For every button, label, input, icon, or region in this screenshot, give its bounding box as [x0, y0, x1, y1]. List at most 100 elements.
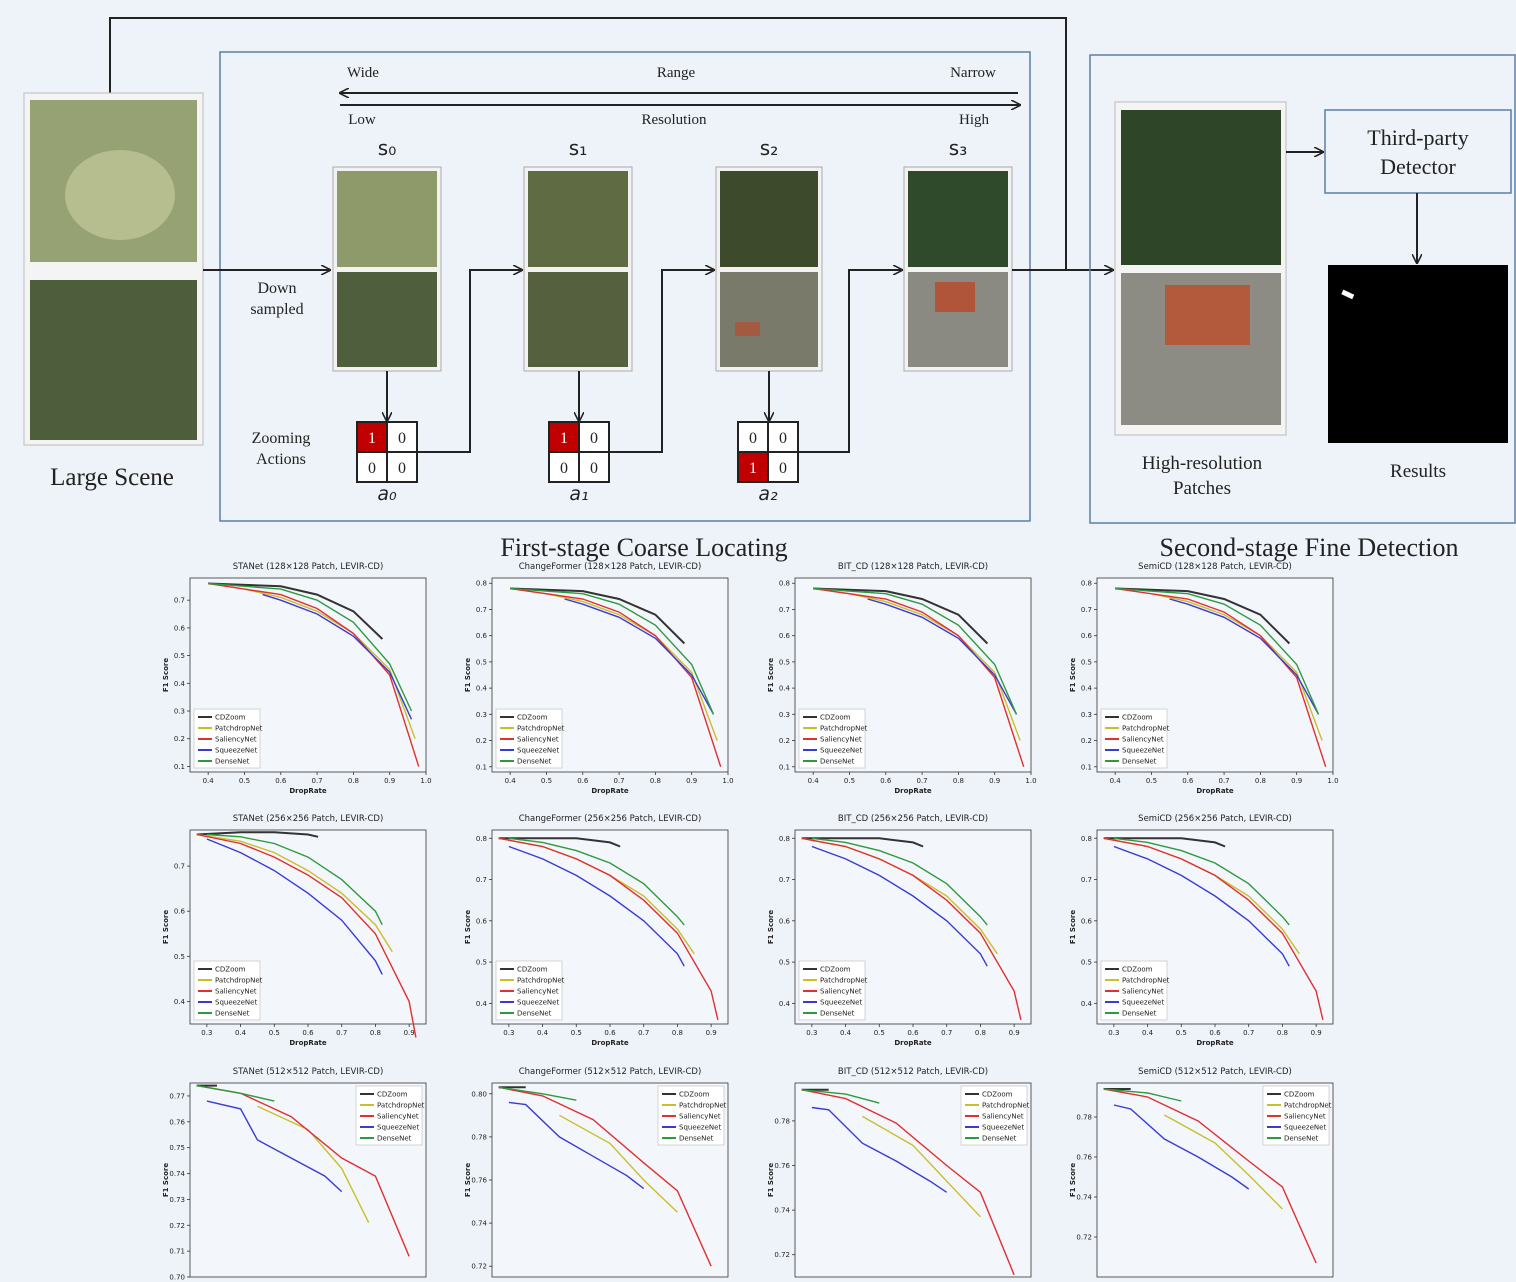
field: [65, 150, 175, 240]
legend-label: DenseNet: [679, 1135, 714, 1143]
y-tick-label: 0.8: [476, 580, 487, 588]
legend-label: CDZoom: [517, 966, 548, 974]
large-scene-label: Large Scene: [50, 464, 174, 491]
legend-label: DenseNet: [982, 1135, 1017, 1143]
page: Large Scene Wide Range Narrow Low Resolu…: [0, 0, 1516, 1282]
y-tick-label: 0.76: [1076, 1154, 1092, 1162]
legend-label: SaliencyNet: [679, 1113, 721, 1121]
diagram: Large Scene Wide Range Narrow Low Resolu…: [24, 18, 1515, 562]
legend-label: PatchdropNet: [820, 725, 868, 733]
action-cell: 0: [779, 460, 787, 477]
legend-label: CDZoom: [1122, 714, 1153, 722]
y-tick-label: 0.7: [1081, 876, 1092, 884]
y-tick-label: 0.74: [471, 1220, 487, 1228]
state-s1: [524, 167, 632, 371]
legend-label: DenseNet: [517, 758, 552, 766]
x-tick-label: 0.3: [806, 1029, 817, 1037]
x-tick-label: 0.5: [239, 777, 250, 785]
y-tick-label: 0.5: [476, 658, 487, 666]
line-chart: BIT_CD (128×128 Patch, LEVIR-CD)0.10.20.…: [767, 562, 1037, 795]
legend-label: CDZoom: [820, 966, 851, 974]
action-cell: 1: [368, 430, 376, 447]
y-tick-label: 0.74: [774, 1207, 790, 1215]
x-tick-label: 0.3: [201, 1029, 212, 1037]
legend-label: PatchdropNet: [517, 725, 565, 733]
legend-label: SaliencyNet: [215, 736, 257, 744]
x-axis-label: DropRate: [591, 787, 629, 795]
state-label: s₃: [949, 136, 967, 160]
chart-title: SemiCD (512×512 Patch, LEVIR-CD): [1138, 1067, 1292, 1077]
y-tick-label: 0.2: [1081, 737, 1092, 745]
chart-title: ChangeFormer (128×128 Patch, LEVIR-CD): [519, 562, 702, 572]
legend-label: PatchdropNet: [1122, 977, 1170, 985]
x-tick-label: 1.0: [420, 777, 431, 785]
x-tick-label: 0.7: [917, 777, 928, 785]
y-tick-label: 0.7: [779, 606, 790, 614]
x-tick-label: 0.4: [808, 777, 820, 785]
patches-label: Patches: [1173, 478, 1231, 499]
y-tick-label: 0.3: [174, 708, 185, 716]
y-tick-label: 0.4: [476, 1000, 488, 1008]
zooming-label: Actions: [256, 451, 306, 468]
y-tick-label: 0.8: [1081, 835, 1092, 843]
down-sampled-label: sampled: [250, 301, 303, 318]
y-tick-label: 0.8: [779, 835, 790, 843]
range-label: Wide: [347, 65, 379, 81]
x-tick-label: 0.9: [686, 777, 697, 785]
legend-label: DenseNet: [215, 1010, 250, 1018]
legend-label: SqueezeNet: [820, 999, 862, 1007]
line-chart: SemiCD (128×128 Patch, LEVIR-CD)0.10.20.…: [1069, 562, 1339, 795]
legend-label: SqueezeNet: [517, 999, 559, 1007]
y-tick-label: 0.8: [779, 580, 790, 588]
line-chart: ChangeFormer (256×256 Patch, LEVIR-CD)0.…: [464, 814, 728, 1047]
y-tick-label: 0.5: [1081, 959, 1092, 967]
y-tick-label: 0.3: [1081, 711, 1092, 719]
legend-label: DenseNet: [1284, 1135, 1319, 1143]
chart-title: STANet (256×256 Patch, LEVIR-CD): [233, 814, 384, 824]
x-tick-label: 0.4: [1110, 777, 1122, 785]
action-cell: 0: [590, 460, 598, 477]
y-tick-label: 0.5: [476, 959, 487, 967]
legend-label: PatchdropNet: [1122, 725, 1170, 733]
y-tick-label: 0.78: [1076, 1114, 1092, 1122]
state-s0: [333, 167, 441, 371]
line-chart: SemiCD (512×512 Patch, LEVIR-CD)0.720.74…: [1069, 1067, 1333, 1277]
action-cell: 0: [368, 460, 376, 477]
chart-title: BIT_CD (256×256 Patch, LEVIR-CD): [838, 814, 988, 824]
line-chart: BIT_CD (256×256 Patch, LEVIR-CD)0.40.50.…: [767, 814, 1031, 1047]
y-tick-label: 0.4: [174, 680, 186, 688]
y-tick-label: 0.7: [174, 597, 185, 605]
x-tick-label: 0.8: [953, 777, 964, 785]
stage2-title: Second-stage Fine Detection: [1160, 533, 1459, 562]
x-tick-label: 0.5: [269, 1029, 280, 1037]
y-tick-label: 0.6: [174, 908, 186, 916]
y-tick-label: 0.3: [476, 711, 487, 719]
resolution-label: Resolution: [641, 112, 707, 128]
y-tick-label: 0.75: [169, 1144, 185, 1152]
action-cell: 1: [560, 430, 568, 447]
y-tick-label: 0.7: [779, 876, 790, 884]
y-tick-label: 0.3: [779, 711, 790, 719]
x-tick-label: 0.3: [503, 1029, 514, 1037]
action-label: a₁: [569, 483, 588, 505]
legend-label: CDZoom: [679, 1091, 710, 1099]
y-axis-label: F1 Score: [1069, 910, 1077, 945]
x-tick-label: 0.6: [577, 777, 589, 785]
y-tick-label: 0.74: [169, 1170, 185, 1178]
legend-label: SqueezeNet: [982, 1124, 1024, 1132]
patches-label: High-resolution: [1142, 453, 1263, 474]
legend-label: PatchdropNet: [215, 725, 263, 733]
chart-title: STANet (512×512 Patch, LEVIR-CD): [233, 1067, 384, 1077]
legend-label: CDZoom: [820, 714, 851, 722]
x-tick-label: 1.0: [1025, 777, 1036, 785]
y-tick-label: 0.8: [1081, 580, 1092, 588]
chart-title: BIT_CD (128×128 Patch, LEVIR-CD): [838, 562, 988, 572]
x-tick-label: 0.5: [844, 777, 855, 785]
legend-label: PatchdropNet: [377, 1102, 425, 1110]
x-tick-label: 0.4: [537, 1029, 549, 1037]
y-tick-label: 0.6: [779, 632, 791, 640]
y-tick-label: 0.6: [1081, 917, 1093, 925]
y-tick-label: 0.7: [476, 876, 487, 884]
x-tick-label: 0.9: [706, 1029, 717, 1037]
action-label: a₀: [377, 483, 397, 505]
